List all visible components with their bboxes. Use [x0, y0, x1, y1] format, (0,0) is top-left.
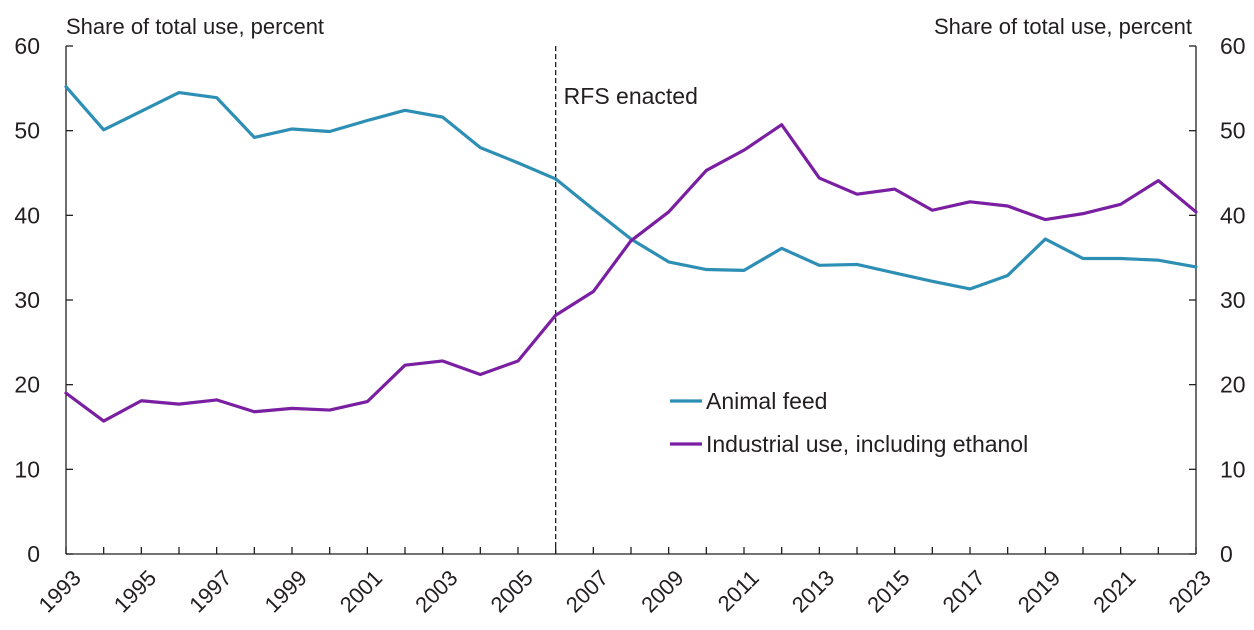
chart-axes: 0 0 10 10 20 20 30 30 40 40 50 50 60 60 1993 1995 1997 19…: [14, 33, 1245, 617]
y-right-tick-label: 10: [1220, 456, 1246, 482]
legend: Animal feed Industrial use, including eth…: [670, 388, 1028, 457]
x-tick-label: 2003: [410, 565, 462, 617]
y-left-tick-label: 30: [14, 287, 40, 313]
y-right-tick-label: 50: [1220, 118, 1246, 144]
y-right-tick-label: 0: [1220, 541, 1233, 567]
animal-feed-line: [64, 85, 1198, 291]
series-group: [64, 85, 1198, 423]
x-tick-label: 1997: [184, 565, 236, 617]
x-tick-label: 2023: [1164, 565, 1216, 617]
x-tick-label: 2021: [1088, 565, 1140, 617]
right-axis-title: Share of total use, percent: [934, 14, 1192, 39]
x-tick-label: 2011: [713, 565, 764, 616]
y-left-tick-label: 20: [14, 372, 40, 398]
y-left-tick-label: 50: [14, 118, 40, 144]
y-right-tick-label: 30: [1220, 287, 1246, 313]
legend-animal-feed-label: Animal feed: [706, 388, 827, 414]
x-tick-label: 1993: [34, 565, 86, 617]
rfs-annotation: RFS enacted: [564, 83, 698, 109]
y-left-tick-label: 40: [14, 202, 40, 228]
x-tick-label: 2009: [636, 565, 688, 617]
x-tick-label: 2005: [486, 565, 538, 617]
left-axis-title: Share of total use, percent: [66, 14, 324, 39]
x-tick-label: 2007: [561, 565, 613, 617]
x-tick-label: 2017: [938, 565, 990, 617]
x-tick-label: 1999: [260, 565, 312, 617]
rfs-reference-line-group: RFS enacted: [555, 46, 698, 554]
y-right-tick-label: 20: [1220, 372, 1246, 398]
x-tick-label: 2001: [335, 565, 387, 617]
legend-industrial-use-label: Industrial use, including ethanol: [706, 431, 1028, 457]
y-left-tick-label: 0: [27, 541, 40, 567]
y-right-tick-label: 40: [1220, 202, 1246, 228]
x-tick-label: 1995: [109, 565, 161, 617]
y-left-tick-label: 60: [14, 33, 40, 59]
x-tick-label: 2013: [787, 565, 839, 617]
y-right-tick-label: 60: [1220, 33, 1246, 59]
x-tick-label: 2019: [1013, 565, 1065, 617]
industrial-use-line: [64, 123, 1198, 423]
x-tick-label: 2015: [862, 565, 914, 617]
y-left-tick-label: 10: [14, 456, 40, 482]
